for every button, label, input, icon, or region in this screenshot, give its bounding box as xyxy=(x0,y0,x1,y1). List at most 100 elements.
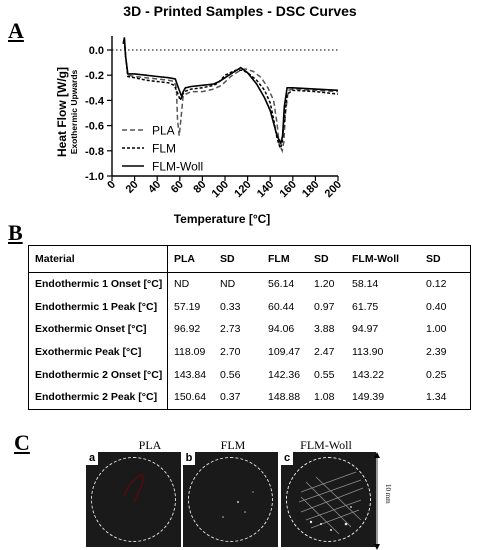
table-cell: 60.44 xyxy=(268,300,295,313)
table-row: Exothermic Peak [°C] 118.09 2.70 109.47 2.47… xyxy=(28,340,471,364)
x-tick-label: 180 xyxy=(300,179,321,200)
table-cell: 109.47 xyxy=(268,346,301,359)
table-cell: 148.88 xyxy=(268,391,301,404)
panel-c-label: C xyxy=(14,430,30,455)
pla-fiber-mark xyxy=(123,473,144,503)
table-cell: 0.97 xyxy=(314,300,335,313)
table-cell: 0.40 xyxy=(426,300,447,313)
sample-outline xyxy=(188,457,273,542)
flm-particles xyxy=(222,491,254,518)
sample-outline xyxy=(91,457,176,542)
table-header-row: Material PLA SD FLM SD FLM-Woll SD xyxy=(28,245,471,273)
y-tick-label: 0.0 xyxy=(89,45,104,57)
dsc-results-table: Material PLA SD FLM SD FLM-Woll SD Endot… xyxy=(28,245,471,410)
row-label: Exothermic Onset [°C] xyxy=(28,318,168,341)
header-pla-sd: SD xyxy=(214,245,262,273)
header-flm-woll: FLM-Woll xyxy=(346,245,420,273)
row-label: Endothermic 2 Peak [°C] xyxy=(28,385,168,410)
x-tick-label: 60 xyxy=(169,179,186,196)
header-flm-woll-sd: SD xyxy=(420,245,471,273)
table-row: Endothermic 2 Peak [°C] 150.64 0.37 148.88 1… xyxy=(28,385,471,410)
flm-woll-fiber-pattern xyxy=(298,471,364,535)
table-cell: 1.00 xyxy=(426,323,447,336)
table-row: Endothermic 1 Onset [°C] ND ND 56.14 1.20 58.… xyxy=(28,272,471,296)
table-cell: 1.20 xyxy=(314,278,335,291)
table-cell: 0.25 xyxy=(426,368,447,381)
x-axis-label: Temperature [°C] xyxy=(174,212,271,226)
table-cell: 61.75 xyxy=(352,300,379,313)
legend-label: PLA xyxy=(152,124,175,138)
dsc-chart: 3D - Printed Samples - DSC Curves 0.0 -0.… xyxy=(55,3,357,226)
y-tick-label: -0.2 xyxy=(85,70,104,82)
table-cell: 2.73 xyxy=(220,323,241,336)
table-row: Endothermic 1 Peak [°C] 57.19 0.33 60.44 0.9… xyxy=(28,295,471,319)
panel-b-label: B xyxy=(8,220,23,245)
x-tick-label: 40 xyxy=(146,179,163,196)
y-axis-sublabel: Exothermic Upwards xyxy=(69,69,79,154)
micrograph-flm: b xyxy=(183,452,278,547)
x-tick-label: 20 xyxy=(124,179,141,196)
table-cell: 94.06 xyxy=(268,323,295,336)
table-cell: 3.88 xyxy=(314,323,335,336)
y-tick-label: -0.8 xyxy=(85,146,104,158)
header-flm: FLM xyxy=(262,245,308,273)
table-cell: 149.39 xyxy=(352,391,385,404)
y-tick-label: -1.0 xyxy=(85,171,104,183)
micrograph-title-pla: PLA xyxy=(138,438,162,452)
table-cell: 0.55 xyxy=(314,368,335,381)
y-tick-label: -0.4 xyxy=(85,95,105,107)
x-tick-label: 200 xyxy=(323,179,344,200)
table-row: Exothermic Onset [°C] 96.92 2.73 94.06 3.88 9… xyxy=(28,318,471,341)
table-cell: 96.92 xyxy=(174,323,201,336)
x-tick-label: 80 xyxy=(191,179,208,196)
table-cell: 113.90 xyxy=(352,346,384,359)
scale-bar xyxy=(374,452,380,550)
table-cell: 118.09 xyxy=(174,346,206,359)
table-cell: 0.33 xyxy=(220,300,241,313)
table-cell: ND xyxy=(220,278,236,291)
y-tick-label: -0.6 xyxy=(85,121,104,133)
series-line-flm-woll xyxy=(122,37,339,146)
legend-label: FLM xyxy=(152,142,176,156)
series-line-flm xyxy=(122,39,339,151)
table-cell: 94.97 xyxy=(352,323,379,336)
header-material: Material xyxy=(28,245,168,273)
table-cell: 0.56 xyxy=(220,368,241,381)
micrograph-sublabel-b: b xyxy=(183,452,195,465)
y-axis-label: Heat Flow [W/g] xyxy=(55,67,69,157)
table-cell: 143.22 xyxy=(352,368,385,381)
series-line-pla xyxy=(122,39,339,154)
legend-label: FLM-Woll xyxy=(152,160,203,174)
x-tick-label: 160 xyxy=(277,179,298,200)
table-cell: 1.34 xyxy=(426,391,447,404)
panel-a-label: A xyxy=(8,18,24,43)
x-tick-label: 140 xyxy=(255,179,276,200)
x-tick-label: 120 xyxy=(232,179,253,200)
micrograph-title-flm: FLM xyxy=(220,438,246,452)
table-row: Endothermic 2 Onset [°C] 143.84 0.56 142.36… xyxy=(28,363,471,386)
row-label: Endothermic 1 Peak [°C] xyxy=(28,295,168,319)
scale-bar-label: 10 mm xyxy=(384,484,392,504)
header-flm-sd: SD xyxy=(308,245,346,273)
micrograph-flm-woll: c xyxy=(281,452,376,547)
table-cell: 2.70 xyxy=(220,346,241,359)
table-cell: 2.47 xyxy=(314,346,335,359)
chart-title: 3D - Printed Samples - DSC Curves xyxy=(123,3,357,19)
micrograph-sublabel-a: a xyxy=(86,452,98,465)
header-pla: PLA xyxy=(167,245,214,273)
micrograph-sublabel-c: c xyxy=(281,452,293,465)
row-label: Endothermic 2 Onset [°C] xyxy=(28,363,168,386)
table-cell: 56.14 xyxy=(268,278,295,291)
micrograph-title-flm-woll: FLM-Woll xyxy=(300,438,352,452)
row-label: Endothermic 1 Onset [°C] xyxy=(28,272,168,296)
table-cell: 57.19 xyxy=(174,300,201,313)
table-cell: ND xyxy=(174,278,190,291)
table-cell: 2.39 xyxy=(426,346,447,359)
table-cell: 0.12 xyxy=(426,278,447,291)
micrograph-pla: a xyxy=(86,452,181,547)
row-label: Exothermic Peak [°C] xyxy=(28,340,168,364)
table-cell: 0.37 xyxy=(220,391,241,404)
sample-outline xyxy=(286,457,371,542)
table-cell: 58.14 xyxy=(352,278,379,291)
table-cell: 143.84 xyxy=(174,368,207,381)
